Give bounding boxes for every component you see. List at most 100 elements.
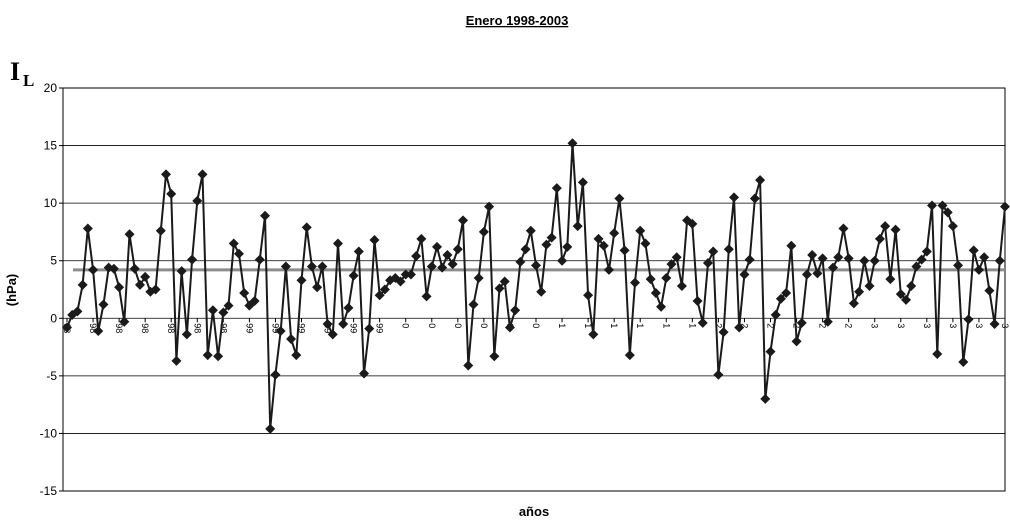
point-marker xyxy=(854,286,865,297)
x-tick-label: 2 xyxy=(713,323,723,328)
point-marker xyxy=(520,244,531,255)
point-marker xyxy=(359,368,370,379)
point-marker xyxy=(494,283,505,294)
point-marker xyxy=(312,282,323,293)
point-marker xyxy=(656,301,667,312)
point-marker xyxy=(640,238,651,249)
point-marker xyxy=(729,192,740,203)
point-marker xyxy=(864,281,875,292)
x-tick-label: 99 xyxy=(244,323,254,333)
x-tick-label: 1 xyxy=(661,323,671,328)
point-marker xyxy=(661,272,672,283)
x-tick-label: 1 xyxy=(609,323,619,328)
point-marker xyxy=(296,275,307,286)
point-marker xyxy=(77,279,88,290)
point-marker xyxy=(984,285,995,296)
point-marker xyxy=(567,138,578,149)
point-marker xyxy=(807,249,818,260)
point-marker xyxy=(744,254,755,265)
point-marker xyxy=(812,268,823,279)
point-marker xyxy=(801,269,812,280)
point-marker xyxy=(249,296,260,307)
point-marker xyxy=(895,289,906,300)
point-marker xyxy=(181,329,192,340)
point-marker xyxy=(431,241,442,252)
point-marker xyxy=(478,226,489,237)
point-marker xyxy=(171,355,182,366)
point-marker xyxy=(775,293,786,304)
point-marker xyxy=(958,357,969,368)
point-marker xyxy=(332,238,343,249)
x-tick-label: 0 xyxy=(453,323,463,328)
x-tick-label: 1 xyxy=(687,323,697,328)
point-marker xyxy=(348,270,359,281)
point-marker xyxy=(239,287,250,298)
point-marker xyxy=(72,306,83,317)
point-marker xyxy=(671,252,682,263)
point-marker xyxy=(708,246,719,257)
point-marker xyxy=(119,316,130,327)
point-marker xyxy=(98,299,109,310)
x-tick-label: 1 xyxy=(557,323,567,328)
point-marker xyxy=(233,248,244,259)
x-tick-label: 3 xyxy=(1000,323,1010,328)
point-marker xyxy=(937,200,948,211)
point-marker xyxy=(176,266,187,277)
x-tick-label: 1 xyxy=(583,323,593,328)
point-marker xyxy=(859,255,870,266)
point-marker xyxy=(848,298,859,309)
point-marker xyxy=(291,350,302,361)
point-marker xyxy=(869,255,880,266)
point-marker xyxy=(437,262,448,273)
point-marker xyxy=(916,254,927,265)
point-marker xyxy=(343,302,354,313)
point-marker xyxy=(458,215,469,226)
point-marker xyxy=(207,305,218,316)
point-marker xyxy=(510,305,521,316)
point-marker xyxy=(426,261,437,272)
point-marker xyxy=(374,290,385,301)
point-marker xyxy=(473,272,484,283)
point-marker xyxy=(192,195,203,206)
point-marker xyxy=(796,317,807,328)
y-axis-label: (hPa) xyxy=(4,274,19,307)
point-marker xyxy=(306,261,317,272)
point-marker xyxy=(619,245,630,256)
point-marker xyxy=(260,210,271,221)
point-marker xyxy=(843,253,854,264)
point-marker xyxy=(301,222,312,233)
chart-title: Enero 1998-2003 xyxy=(466,13,569,28)
point-marker xyxy=(395,276,406,287)
y-tick-label: 10 xyxy=(44,196,58,210)
y-tick-label: -10 xyxy=(40,426,58,440)
axis-symbol-subscript: L xyxy=(23,71,34,90)
point-marker xyxy=(546,232,557,243)
point-marker xyxy=(114,282,125,293)
point-marker xyxy=(770,309,781,320)
point-marker xyxy=(765,346,776,357)
point-marker xyxy=(228,238,239,249)
point-marker xyxy=(536,286,547,297)
point-marker xyxy=(62,322,72,333)
point-marker xyxy=(515,256,526,267)
point-marker xyxy=(723,244,734,255)
point-marker xyxy=(213,351,224,362)
point-marker xyxy=(781,287,792,298)
point-marker xyxy=(124,229,135,240)
point-marker xyxy=(1000,201,1010,212)
point-marker xyxy=(88,264,99,275)
point-marker xyxy=(317,261,328,272)
point-marker xyxy=(890,224,901,235)
point-marker xyxy=(635,225,646,236)
point-marker xyxy=(557,255,568,266)
point-marker xyxy=(817,253,828,264)
point-marker xyxy=(927,200,938,211)
point-marker xyxy=(968,245,979,256)
x-tick-label: 99 xyxy=(297,323,307,333)
point-marker xyxy=(369,234,380,245)
point-marker xyxy=(588,329,599,340)
point-marker xyxy=(593,233,604,244)
point-marker xyxy=(140,271,151,282)
point-marker xyxy=(286,334,297,345)
point-marker xyxy=(614,193,625,204)
